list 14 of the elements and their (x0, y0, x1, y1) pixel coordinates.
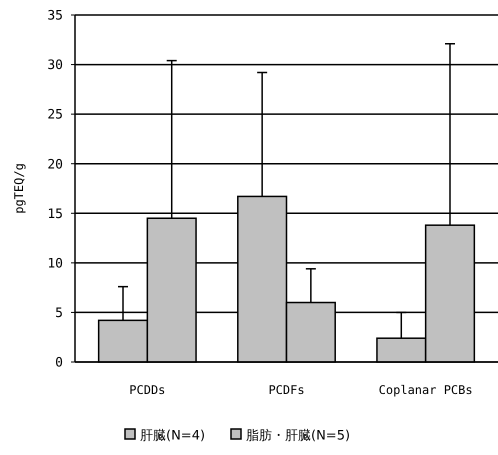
x-tick-label: Coplanar PCBs (378, 383, 473, 397)
legend-label: 脂肪・肝臓(N=5) (246, 428, 350, 444)
y-tick-label: 5 (55, 306, 63, 321)
y-tick-label: 35 (47, 8, 63, 24)
y-tick-label: 10 (47, 256, 63, 272)
y-axis-title: pgTEQ/g (12, 163, 26, 214)
y-tick-label: 0 (55, 356, 63, 371)
y-tick-label: 25 (47, 108, 63, 123)
y-tick-label: 20 (47, 157, 63, 172)
y-tick-label: 15 (47, 206, 63, 222)
legend-label: 肝臓(N=4) (140, 428, 206, 444)
y-tick-label: 30 (47, 58, 63, 74)
x-tick-label: PCDDs (129, 383, 166, 397)
x-tick-label: PCDFs (268, 383, 305, 397)
